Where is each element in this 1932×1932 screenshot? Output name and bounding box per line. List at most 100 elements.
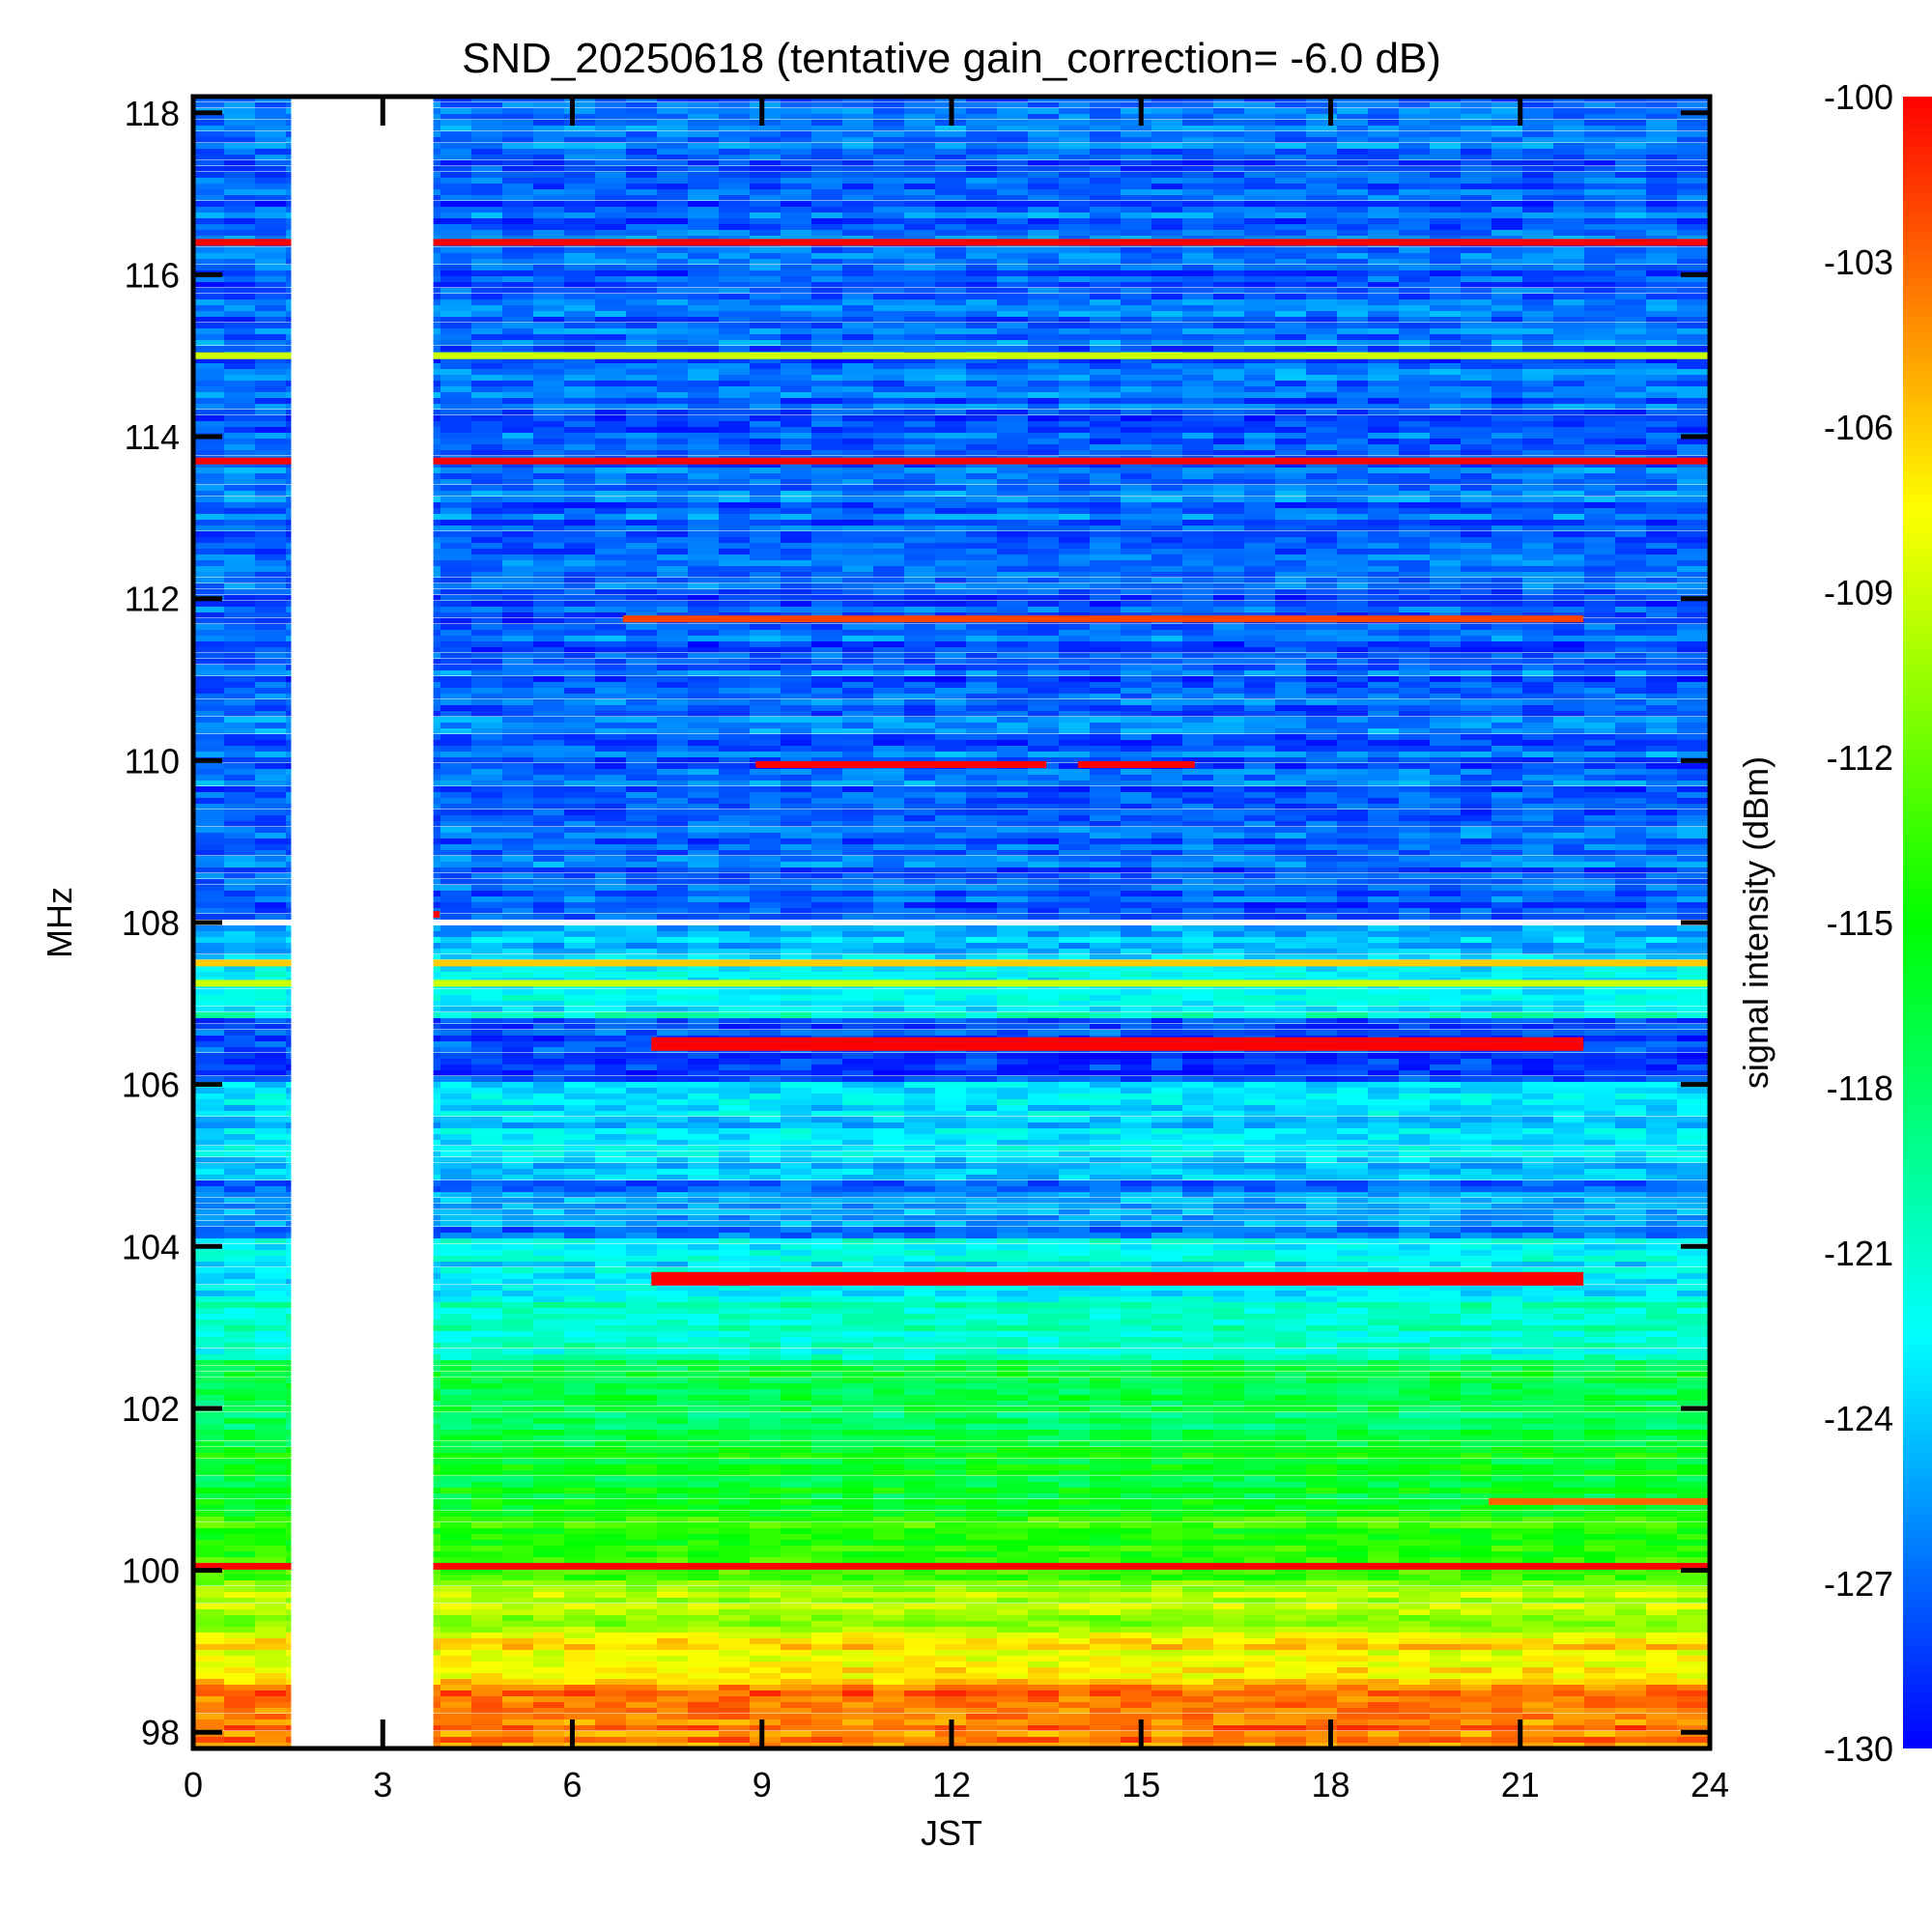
heatmap-cell	[224, 398, 256, 405]
heatmap-cell	[1182, 433, 1214, 440]
heatmap-cell	[1213, 149, 1245, 156]
heatmap-cell	[750, 433, 781, 440]
heatmap-cell	[533, 311, 565, 318]
heatmap-cell	[193, 265, 225, 271]
heatmap-cell	[533, 363, 565, 370]
heatmap-cell	[564, 479, 596, 486]
heatmap-cell	[1059, 444, 1091, 451]
heatmap-cell	[1553, 433, 1585, 440]
heatmap-cell	[193, 357, 225, 364]
heatmap-cell	[1059, 120, 1091, 127]
heatmap-cell	[842, 607, 874, 613]
heatmap-cell	[1461, 612, 1492, 619]
heatmap-cell	[1182, 259, 1214, 266]
heatmap-cell	[1553, 427, 1585, 434]
heatmap-cell	[1399, 450, 1431, 457]
heatmap-cell	[1461, 270, 1492, 277]
heatmap-cell	[564, 189, 596, 196]
heatmap-cell	[873, 595, 905, 602]
heatmap-cell	[1182, 630, 1214, 637]
heatmap-cell	[1337, 126, 1369, 132]
heatmap-row-separator	[193, 409, 1710, 410]
heatmap-cell	[1306, 270, 1338, 277]
heatmap-cell	[1337, 404, 1369, 411]
heatmap-cell	[1368, 340, 1400, 347]
heatmap-cell	[1584, 189, 1616, 196]
heatmap-cell	[440, 207, 472, 213]
heatmap-cell	[657, 149, 689, 156]
heatmap-cell	[564, 583, 596, 590]
heatmap-cell	[873, 665, 905, 671]
heatmap-cell	[1306, 653, 1338, 660]
heatmap-cell	[1306, 375, 1338, 382]
heatmap-cell	[533, 526, 565, 532]
heatmap-cell	[564, 450, 596, 457]
heatmap-cell	[1059, 566, 1091, 573]
heatmap-cell	[1553, 497, 1585, 503]
heatmap-cell	[502, 102, 534, 109]
heatmap-cell	[1337, 270, 1369, 277]
heatmap-cell	[997, 381, 1029, 387]
heatmap-cell	[750, 665, 781, 671]
heatmap-cell	[193, 618, 225, 625]
heatmap-cell	[1553, 126, 1585, 132]
heatmap-cell	[533, 641, 565, 648]
heatmap-cell	[1244, 572, 1276, 579]
heatmap-cell	[1677, 647, 1709, 654]
heatmap-cell	[811, 485, 843, 492]
heatmap-cell	[1646, 601, 1678, 608]
heatmap-row-separator	[193, 484, 1710, 485]
heatmap-cell	[781, 323, 812, 329]
heatmap-cell	[935, 462, 967, 469]
heatmap-cell	[1461, 462, 1492, 469]
heatmap-cell	[1028, 508, 1060, 515]
heatmap-cell	[1368, 560, 1400, 567]
heatmap-cell	[688, 543, 720, 550]
heatmap-cell	[1492, 578, 1523, 584]
heatmap-cell	[1399, 415, 1431, 422]
heatmap-cell	[842, 641, 874, 648]
heatmap-cell	[440, 444, 472, 451]
heatmap-cell	[1368, 526, 1400, 532]
heatmap-cell	[1213, 131, 1245, 138]
heatmap-cell	[657, 311, 689, 318]
heatmap-cell	[1213, 102, 1245, 109]
heatmap-cell	[997, 346, 1029, 353]
heatmap-cell	[873, 444, 905, 451]
heatmap-cell	[626, 578, 658, 584]
heatmap-cell	[1182, 427, 1214, 434]
heatmap-cell	[1090, 294, 1122, 300]
heatmap-cell	[935, 201, 967, 208]
heatmap-cell	[1615, 572, 1647, 579]
heatmap-cell	[1492, 166, 1523, 173]
heatmap-cell	[873, 184, 905, 190]
heatmap-cell	[255, 201, 287, 208]
heatmap-cell	[1182, 114, 1214, 121]
heatmap-cell	[873, 346, 905, 353]
heatmap-cell	[1430, 421, 1462, 428]
heatmap-cell	[935, 305, 967, 312]
heatmap-cell	[873, 102, 905, 109]
heatmap-cell	[224, 612, 256, 619]
heatmap-cell	[842, 195, 874, 202]
heatmap-cell	[1151, 305, 1183, 312]
heatmap-cell	[595, 665, 627, 671]
heatmap-cell	[1553, 102, 1585, 109]
heatmap-cell	[1646, 207, 1678, 213]
heatmap-cell	[1121, 369, 1152, 376]
heatmap-cell	[966, 323, 998, 329]
heatmap-cell	[966, 497, 998, 503]
heatmap-cell	[1151, 607, 1183, 613]
heatmap-cell	[966, 288, 998, 295]
heatmap-cell	[1615, 340, 1647, 347]
heatmap-cell	[1615, 526, 1647, 532]
heatmap-cell	[842, 612, 874, 619]
heatmap-cell	[1399, 311, 1431, 318]
heatmap-cell	[1368, 572, 1400, 579]
heatmap-cell	[224, 450, 256, 457]
heatmap-cell	[255, 114, 287, 121]
heatmap-cell	[1430, 508, 1462, 515]
heatmap-cell	[1430, 259, 1462, 266]
heatmap-cell	[440, 462, 472, 469]
heatmap-cell	[1646, 224, 1678, 231]
